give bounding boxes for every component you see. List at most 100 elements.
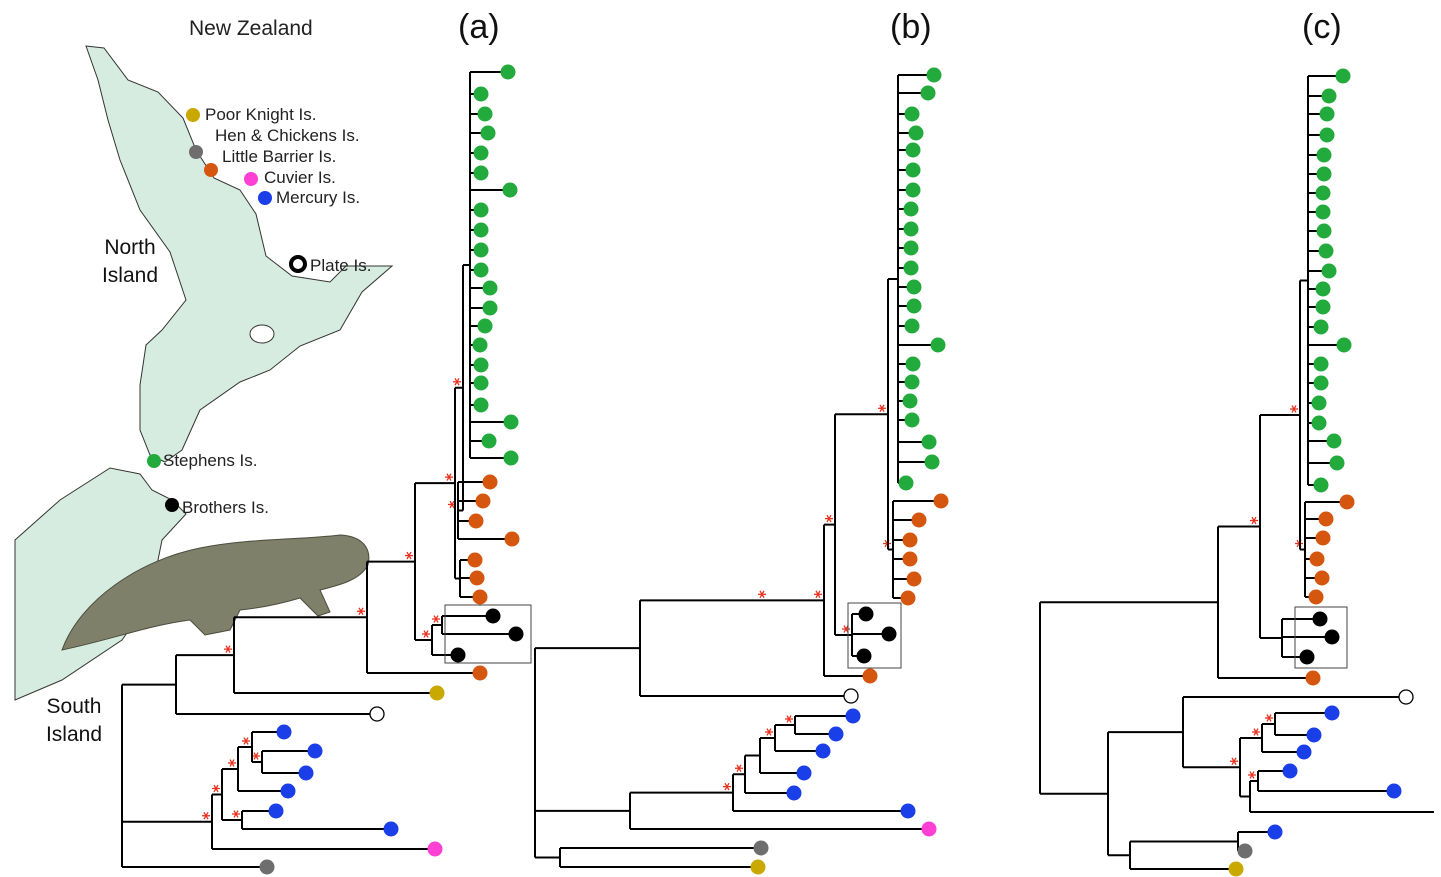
tip: [483, 281, 498, 296]
tip: [299, 766, 314, 781]
tip: [907, 280, 922, 295]
tip: [1319, 244, 1334, 259]
tip: [912, 513, 927, 528]
tip: [384, 822, 399, 837]
map-title: New Zealand: [189, 19, 313, 39]
location-marker: [147, 454, 161, 468]
tip: [1320, 128, 1335, 143]
tip: [921, 86, 936, 101]
tip: [859, 607, 874, 622]
tip: [882, 627, 897, 642]
tip: [478, 319, 493, 334]
tip: [754, 841, 769, 856]
tip: [1322, 264, 1337, 279]
tip: [474, 166, 489, 181]
tip: [901, 804, 916, 819]
tip: [481, 126, 496, 141]
tip: [260, 860, 275, 875]
panel-label: (a): [458, 8, 500, 47]
tip: [903, 394, 918, 409]
tip: [486, 609, 501, 624]
tip: [787, 786, 802, 801]
tip: [1312, 416, 1327, 431]
location-label: Hen & Chickens Is.: [215, 126, 360, 146]
tip: [1316, 282, 1331, 297]
tip: [846, 709, 861, 724]
tip: [906, 163, 921, 178]
tip: [1268, 825, 1283, 840]
tip: [816, 744, 831, 759]
tip: [1316, 300, 1331, 315]
tip: [1325, 706, 1340, 721]
tip: [1327, 434, 1342, 449]
tip: [474, 203, 489, 218]
location-label: Brothers Is.: [182, 498, 269, 518]
tip: [901, 591, 916, 606]
location-label: Plate Is.: [310, 256, 371, 276]
tip: [857, 649, 872, 664]
location-label: Little Barrier Is.: [222, 147, 336, 167]
location-marker: [189, 145, 203, 159]
tip: [907, 299, 922, 314]
tip: [1317, 224, 1332, 239]
tip: [829, 727, 844, 742]
tip: [474, 376, 489, 391]
tip: [1283, 764, 1298, 779]
tip: [482, 434, 497, 449]
tip: [1340, 495, 1355, 510]
location-label: Mercury Is.: [276, 188, 360, 208]
panel-label: (b): [890, 8, 932, 47]
location-marker: [291, 257, 305, 271]
tip: [504, 415, 519, 430]
tip: [1300, 650, 1315, 665]
tip: [1330, 456, 1345, 471]
tip: [904, 241, 919, 256]
tip: [927, 68, 942, 83]
tip: [903, 552, 918, 567]
location-marker: [165, 498, 179, 512]
tip: [474, 398, 489, 413]
tip: [1306, 671, 1321, 686]
tip: [483, 301, 498, 316]
tip: [474, 223, 489, 238]
tip: [281, 784, 296, 799]
tip: [1238, 844, 1253, 859]
tip: [925, 455, 940, 470]
location-label: Stephens Is.: [163, 451, 258, 471]
tip: [1320, 107, 1335, 122]
tip: [470, 571, 485, 586]
tip: [904, 222, 919, 237]
tip: [483, 475, 498, 490]
tip: [478, 107, 493, 122]
tip: [428, 842, 443, 857]
tip: [905, 375, 920, 390]
location-marker: [244, 172, 258, 186]
tip: [1307, 728, 1322, 743]
tip: [474, 358, 489, 373]
south-island-label: South Island: [34, 693, 114, 749]
tip: [1229, 862, 1244, 877]
tip: [906, 143, 921, 158]
tip: [469, 514, 484, 529]
tip: [797, 766, 812, 781]
tip: [430, 686, 445, 701]
tip: [907, 572, 922, 587]
north-island-label: North Island: [90, 234, 170, 290]
tip: [1337, 338, 1352, 353]
tip: [899, 476, 914, 491]
tip: [1314, 320, 1329, 335]
tip: [503, 183, 518, 198]
tip: [863, 669, 878, 684]
tip: [922, 822, 937, 837]
tip: [474, 146, 489, 161]
location-marker: [258, 191, 272, 205]
tip: [1315, 571, 1330, 586]
tip: [1309, 590, 1324, 605]
tip: [903, 533, 918, 548]
tip: [905, 413, 920, 428]
tip: [751, 860, 766, 875]
tip: [370, 707, 384, 721]
panel-label: (c): [1302, 8, 1342, 47]
tip: [1297, 745, 1312, 760]
tip: [474, 87, 489, 102]
